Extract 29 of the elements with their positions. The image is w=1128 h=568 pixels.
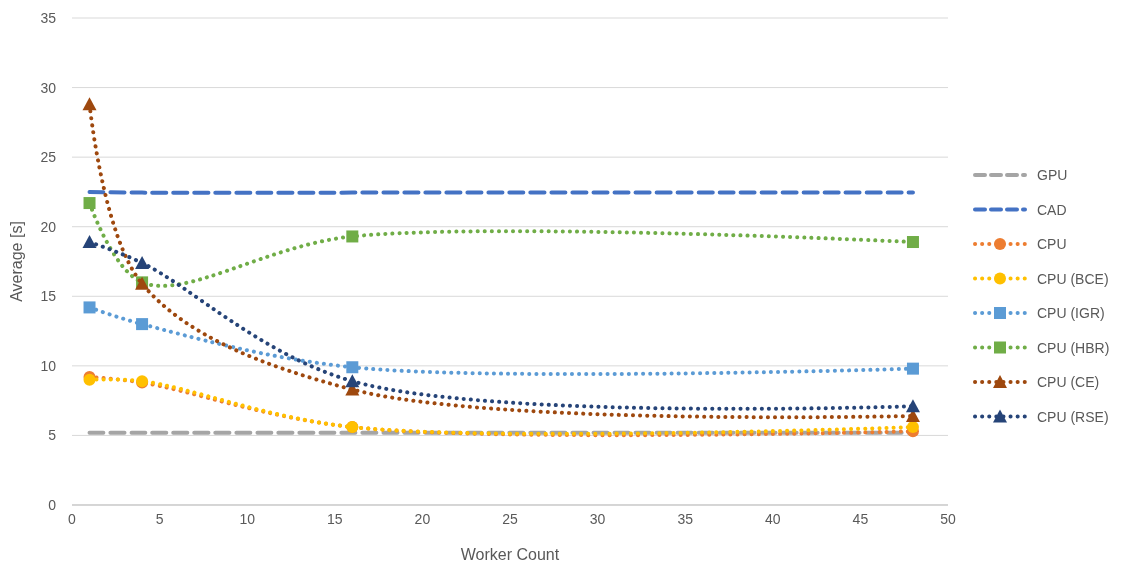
legend-label: GPU xyxy=(1037,167,1068,183)
x-axis-title: Worker Count xyxy=(460,546,560,563)
x-tick-label: 5 xyxy=(155,511,164,527)
x-tick-label: 45 xyxy=(852,511,869,527)
y-tick-label: 10 xyxy=(40,357,57,374)
legend-label: CPU (RSE) xyxy=(1037,408,1109,425)
y-tick-label: 25 xyxy=(40,149,57,166)
legend-label: CPU (IGR) xyxy=(1037,305,1105,321)
y-tick-label: 15 xyxy=(40,288,57,305)
x-tick-label: 30 xyxy=(589,511,606,527)
y-tick-label: 0 xyxy=(48,497,57,513)
x-tick-label: 20 xyxy=(414,511,431,527)
legend-label: CPU (BCE) xyxy=(1037,270,1109,287)
legend-label: CAD xyxy=(1037,201,1067,218)
legend-label: CPU (CE) xyxy=(1037,374,1100,390)
y-tick-label: 5 xyxy=(48,427,57,444)
x-tick-label: 35 xyxy=(677,511,694,527)
legend-label: CPU xyxy=(1037,236,1067,252)
y-tick-label: 35 xyxy=(40,10,57,26)
y-axis-title: Average [s] xyxy=(8,221,25,302)
x-tick-label: 15 xyxy=(327,511,343,527)
x-tick-label: 50 xyxy=(940,511,956,527)
legend-label: CPU (HBR) xyxy=(1037,339,1110,356)
x-tick-label: 0 xyxy=(68,511,77,527)
x-tick-label: 10 xyxy=(239,511,256,527)
x-tick-label: 25 xyxy=(502,511,518,527)
x-tick-label: 40 xyxy=(765,511,781,527)
y-tick-label: 30 xyxy=(40,79,57,96)
y-tick-label: 20 xyxy=(40,218,57,235)
